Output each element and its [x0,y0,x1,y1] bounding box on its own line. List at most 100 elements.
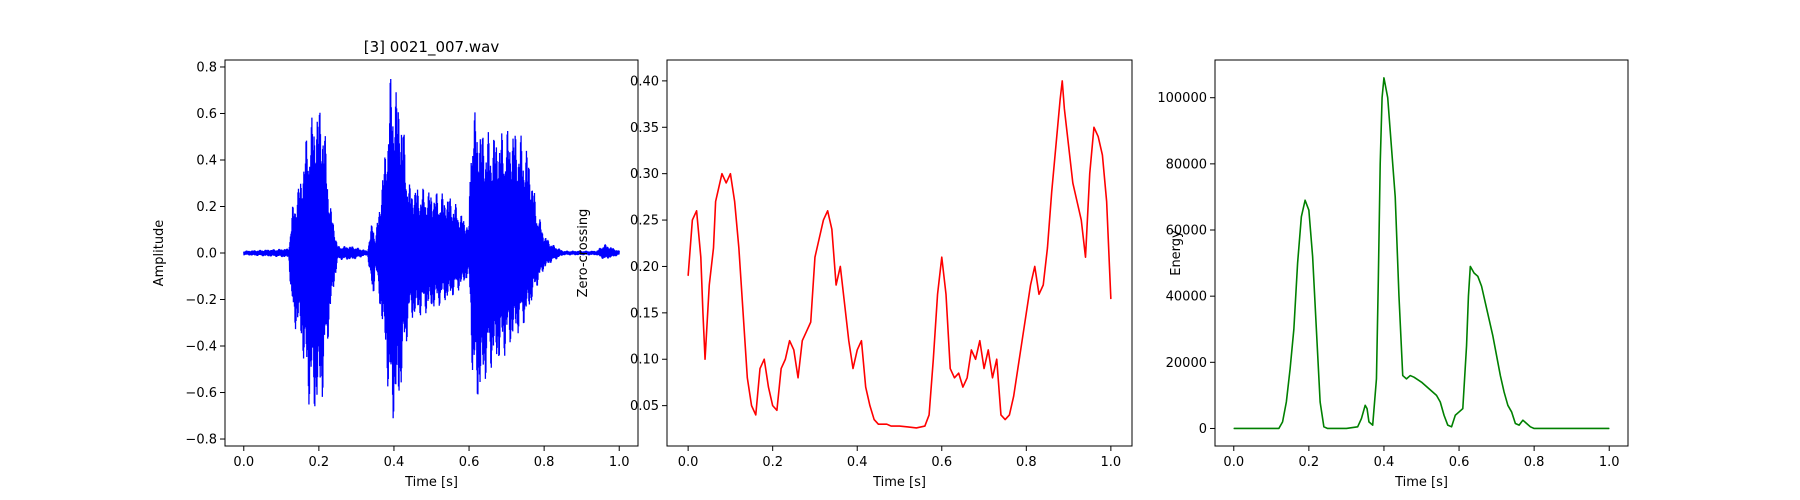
zero-crossing-point [1009,414,1010,416]
amplitude-xtick-label: 0.6 [459,455,480,470]
amplitude-ytick-label: 0.4 [196,153,217,168]
zero-crossing-point [721,173,723,175]
zero-crossing-point [1021,340,1023,342]
zero-crossing-point [1072,182,1074,184]
zero-crossing-point [1110,298,1112,300]
zero-crossing-xtick-label: 0.6 [931,455,952,470]
zero-crossing-point [987,349,989,351]
zero-crossing-xtick-label: 0.0 [678,455,699,470]
zero-crossing-point [715,201,717,202]
zero-crossing-point [1017,368,1019,369]
energy-xtick-label: 0.8 [1524,455,1545,470]
zero-crossing-point [861,340,862,342]
energy-point [1377,279,1379,281]
energy-point [1379,163,1381,165]
energy-point [1406,378,1407,380]
zero-crossing-point [1038,293,1040,295]
energy-point [1473,272,1475,274]
zero-crossing-point [1089,173,1091,175]
energy-point [1304,199,1306,201]
zero-crossing-point [710,266,712,267]
amplitude-panel: 0.0 0.2 0.4 0.6 0.8 1.0 −0.8 −0.6 −0.4 −0.2 0.0 0.2… [152,38,639,490]
energy-point [1346,428,1347,429]
zero-crossing-point [755,414,757,416]
energy-point [1496,355,1497,357]
energy-point [1364,404,1366,406]
zero-crossing-point [1034,266,1036,267]
energy-xtick-label: 1.0 [1599,455,1620,470]
zero-crossing-point [954,377,955,379]
energy-ylabel: Energy [1169,230,1184,276]
amplitude-ytick-label: 0.6 [196,107,217,122]
energy-point [1289,368,1291,370]
zero-crossing-ytick-label: 0.15 [630,306,659,321]
zero-crossing-point [975,358,976,360]
energy-ytick-label: 100000 [1157,91,1207,106]
energy-xtick-label: 0.0 [1223,455,1244,470]
zero-crossing-series-0 [687,80,1112,429]
energy-point [1293,328,1295,330]
energy-series-0 [1233,77,1610,430]
energy-point [1319,401,1321,403]
zero-crossing-point [772,405,774,407]
zero-crossing-point [1030,284,1031,286]
amplitude-ytick-label: −0.8 [185,433,217,448]
zero-crossing-ytick-label: 0.40 [630,74,659,89]
zero-crossing-point [1004,419,1006,420]
zero-crossing-point [992,377,993,379]
energy-point [1409,375,1411,376]
zero-crossing-point [814,256,816,258]
zero-crossing-point [708,284,710,286]
zero-crossing-ytick-label: 0.20 [630,260,659,275]
zero-crossing-point [966,377,968,379]
energy-point [1522,419,1524,421]
energy-point [1492,335,1494,337]
zero-crossing-point [873,419,875,420]
energy-point [1402,375,1404,376]
amplitude-xtick-label: 0.4 [384,455,405,470]
energy-point [1514,423,1516,424]
zero-crossing-panel: 0.0 0.2 0.4 0.6 0.8 1.0 0.05 0.10 0.15 0.20 0.25 0.… [576,59,1133,490]
energy-point [1376,378,1377,380]
energy-ytick-label: 40000 [1166,290,1207,305]
energy-point [1503,391,1505,393]
zero-crossing-point [924,425,926,427]
zero-crossing-point [763,358,765,360]
zero-crossing-point [848,340,850,342]
energy-point [1529,426,1531,428]
zero-crossing-point [844,303,845,304]
zero-crossing-point [1102,154,1103,156]
energy-point [1469,266,1471,267]
zero-crossing-ytick-label: 0.30 [630,167,659,182]
zero-crossing-point [1063,108,1065,110]
energy-point [1428,388,1430,390]
zero-crossing-point [941,256,943,258]
zero-crossing-point [1080,219,1082,221]
zero-crossing-point [696,210,697,212]
zero-crossing-point [704,358,706,360]
zero-crossing-point [865,386,867,388]
zero-crossing-point [1106,201,1108,202]
zero-crossing-point [702,312,704,314]
zero-crossing-point [801,340,803,342]
zero-crossing-point [776,409,778,411]
amplitude-xlabel: Time [s] [404,475,458,490]
zero-crossing-point [823,219,824,221]
zero-crossing-point [717,191,719,193]
energy-point [1458,411,1460,413]
zero-crossing-point [730,173,731,175]
amplitude-ytick-label: −0.4 [185,340,217,355]
zero-crossing-point [1042,284,1044,286]
zero-crossing-point [890,425,892,427]
amplitude-title: [3] 0021_007.wav [364,38,500,57]
zero-crossing-point [907,426,909,428]
zero-crossing-point [877,423,879,425]
zero-crossing-point [932,358,934,360]
zero-crossing-point [1068,145,1069,147]
energy-xtick-label: 0.6 [1449,455,1470,470]
amplitude-ylabel: Amplitude [152,220,167,287]
energy-point [1436,394,1437,396]
energy-point [1278,428,1280,429]
zero-crossing-point [856,349,858,351]
